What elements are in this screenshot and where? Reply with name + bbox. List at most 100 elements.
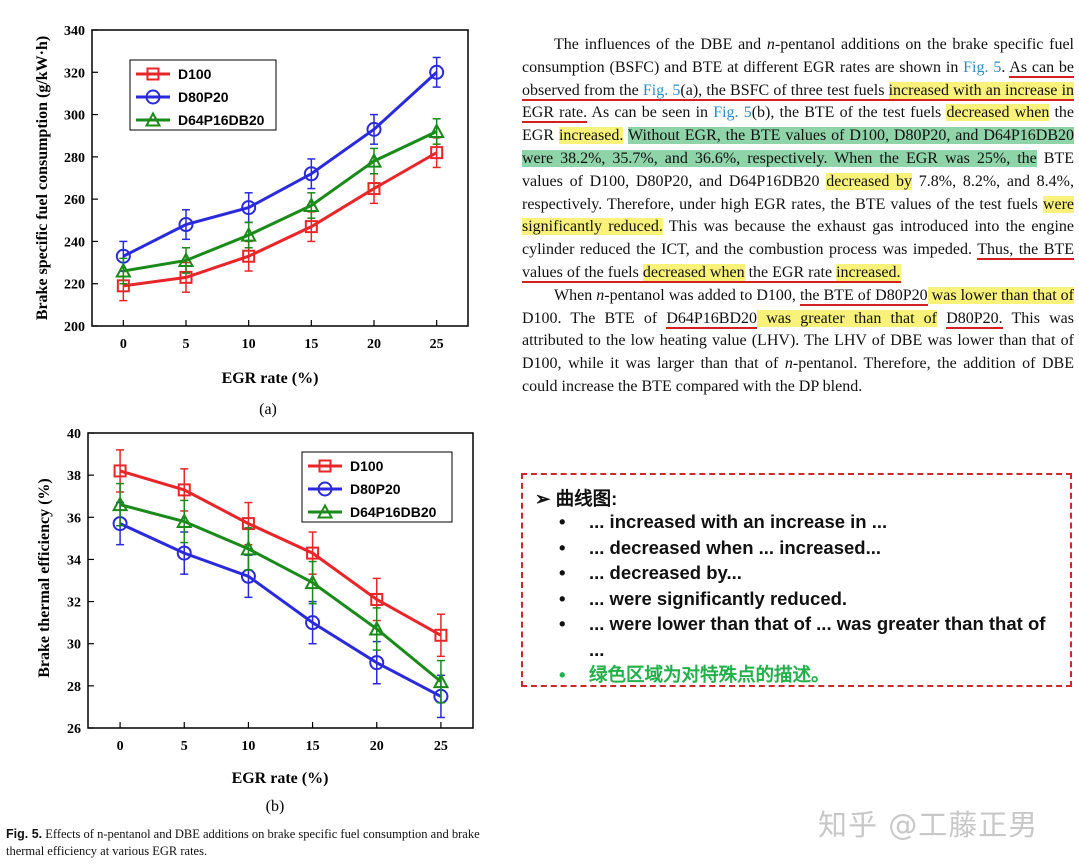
y-tick-label: 32 [67,596,81,611]
text-segment: the BTE of D80P20 [799,286,928,306]
notes-heading-text: 曲线图: [555,488,618,509]
marker-triangle [432,673,450,689]
plot-frame [91,29,469,327]
marker-circle [317,481,333,497]
marker-square [242,249,256,263]
marker-circle [176,545,192,561]
legend-label: D64P16DB20 [178,112,265,128]
marker-square [434,628,448,642]
text-segment: D80P20. [946,309,1003,329]
caption-text: Effects of n-pentanol and DBE additions … [6,827,480,858]
text-segment: As can be observed from the [522,58,1075,101]
text-segment: 7.8%, 8.2%, and 8.4%, respectively. Ther… [522,172,1075,213]
text-segment: As can be seen in [587,104,714,122]
y-tick-label: 280 [64,151,85,166]
caption-label: Fig. 5. [6,827,43,841]
text-segment: increased with an increase in [888,81,1075,101]
marker-triangle [303,196,320,212]
text-segment: the EGR rate [744,263,837,283]
text-segment: When [554,286,597,304]
y-tick-label: 200 [64,320,85,335]
notes-list: ... increased with an increase in ... ..… [557,509,1057,688]
legend-label: D64P16DB20 [350,504,437,520]
text-segment: Thus, the BTE values of the fuels [522,241,1075,283]
text-segment: This was attributed to the low heating v… [522,309,1075,373]
x-tick-label: 5 [183,337,190,352]
chart-bte-svg: 0 5 10 15 20 25 26 28 30 32 34 36 38 40 D100 D80P20 D64… [36,427,474,815]
text-segment: The influences of the DBE and [554,36,767,53]
x-tick-label: 20 [370,739,384,754]
notes-heading: ➢ 曲线图: [535,485,617,511]
article-text: The influences of the DBE and n-pentanol… [522,34,1074,399]
text-segment: -pentanol was added to D100, [604,286,800,304]
marker-circle [303,166,319,182]
note-item: ... were lower than that of ... was grea… [557,611,1057,662]
marker-circle [429,64,445,80]
x-tick-label: 15 [304,337,318,352]
series-line-D64P16DB20 [119,503,442,683]
text-segment: n [784,355,793,373]
y-tick-label: 30 [67,638,81,653]
marker-circle [145,89,161,105]
marker-triangle [177,251,195,267]
text-segment: decreased by [826,172,913,190]
text-segment: increased. [558,127,624,145]
marker-circle [366,121,382,137]
figure-link[interactable]: Fig. 5 [963,58,1002,76]
figure-caption: Fig. 5. Effects of n-pentanol and DBE ad… [6,826,516,860]
text-segment: the EGR [522,104,1075,145]
text-segment: n [596,286,605,304]
marker-triangle [176,512,193,528]
marker-square [146,67,160,81]
note-green: 绿色区域为对特殊点的描述。 [557,662,1057,688]
paragraph-2: When n-pentanol was added to D100, the B… [522,285,1074,399]
legend: D100 D80P20 D64P16DB20 [301,451,453,523]
text-segment: -pentanol. Therefore, the addition of DB… [522,355,1074,395]
text-segment [937,310,946,327]
marker-square [177,483,191,497]
marker-triangle [240,540,257,556]
y-tick-label: 28 [67,680,81,695]
marker-triangle [365,152,383,168]
marker-triangle [428,122,445,138]
marker-square [370,592,384,606]
text-segment: (a), the BSFC of three test fuels [680,81,889,101]
x-tick-label: 10 [242,337,256,352]
x-tick-label: 0 [117,739,124,754]
marker-triangle [111,496,129,512]
text-segment: D100. The BTE of [522,309,667,327]
x-tick-label: 15 [306,739,320,754]
chart-bsfc: 0 5 10 15 20 25 200 220 240 260 280 300 320 340 D100 D… [0,0,510,425]
marker-square [113,464,127,478]
marker-square [306,546,320,560]
plot-frame [87,432,474,729]
marker-circle [178,217,194,233]
y-tick-label: 36 [67,511,81,526]
y-tick-label: 260 [64,193,85,208]
text-segment: was lower than that of [927,286,1074,304]
figure-link[interactable]: Fig. 5 [713,104,752,122]
x-tick-label: 25 [434,739,448,754]
marker-square [318,459,332,473]
text-segment: EGR rate. [522,104,588,124]
y-tick-label: 26 [67,722,81,737]
text-segment: BTE values of D100, D80P20, and D64P16DB… [522,149,1074,190]
figure-link[interactable]: Fig. 5 [642,81,681,101]
marker-square [304,220,318,234]
x-tick-label: 20 [367,337,381,352]
note-item: ... decreased by... [557,560,1057,586]
text-segment: This was because the exhaust gas introdu… [522,218,1074,259]
marker-square [430,146,444,160]
legend: D100 D80P20 D64P16DB20 [129,59,277,131]
legend-box [129,59,277,131]
x-axis-label: EGR rate (%) [222,370,319,387]
y-tick-label: 40 [67,427,81,442]
note-item: ... decreased when ... increased... [557,535,1057,561]
marker-circle [241,200,257,216]
legend-label: D80P20 [350,481,401,497]
x-axis-label: EGR rate (%) [232,770,329,787]
panel-label: (a) [259,401,277,418]
legend-label: D80P20 [178,89,229,105]
y-tick-label: 240 [64,235,85,250]
